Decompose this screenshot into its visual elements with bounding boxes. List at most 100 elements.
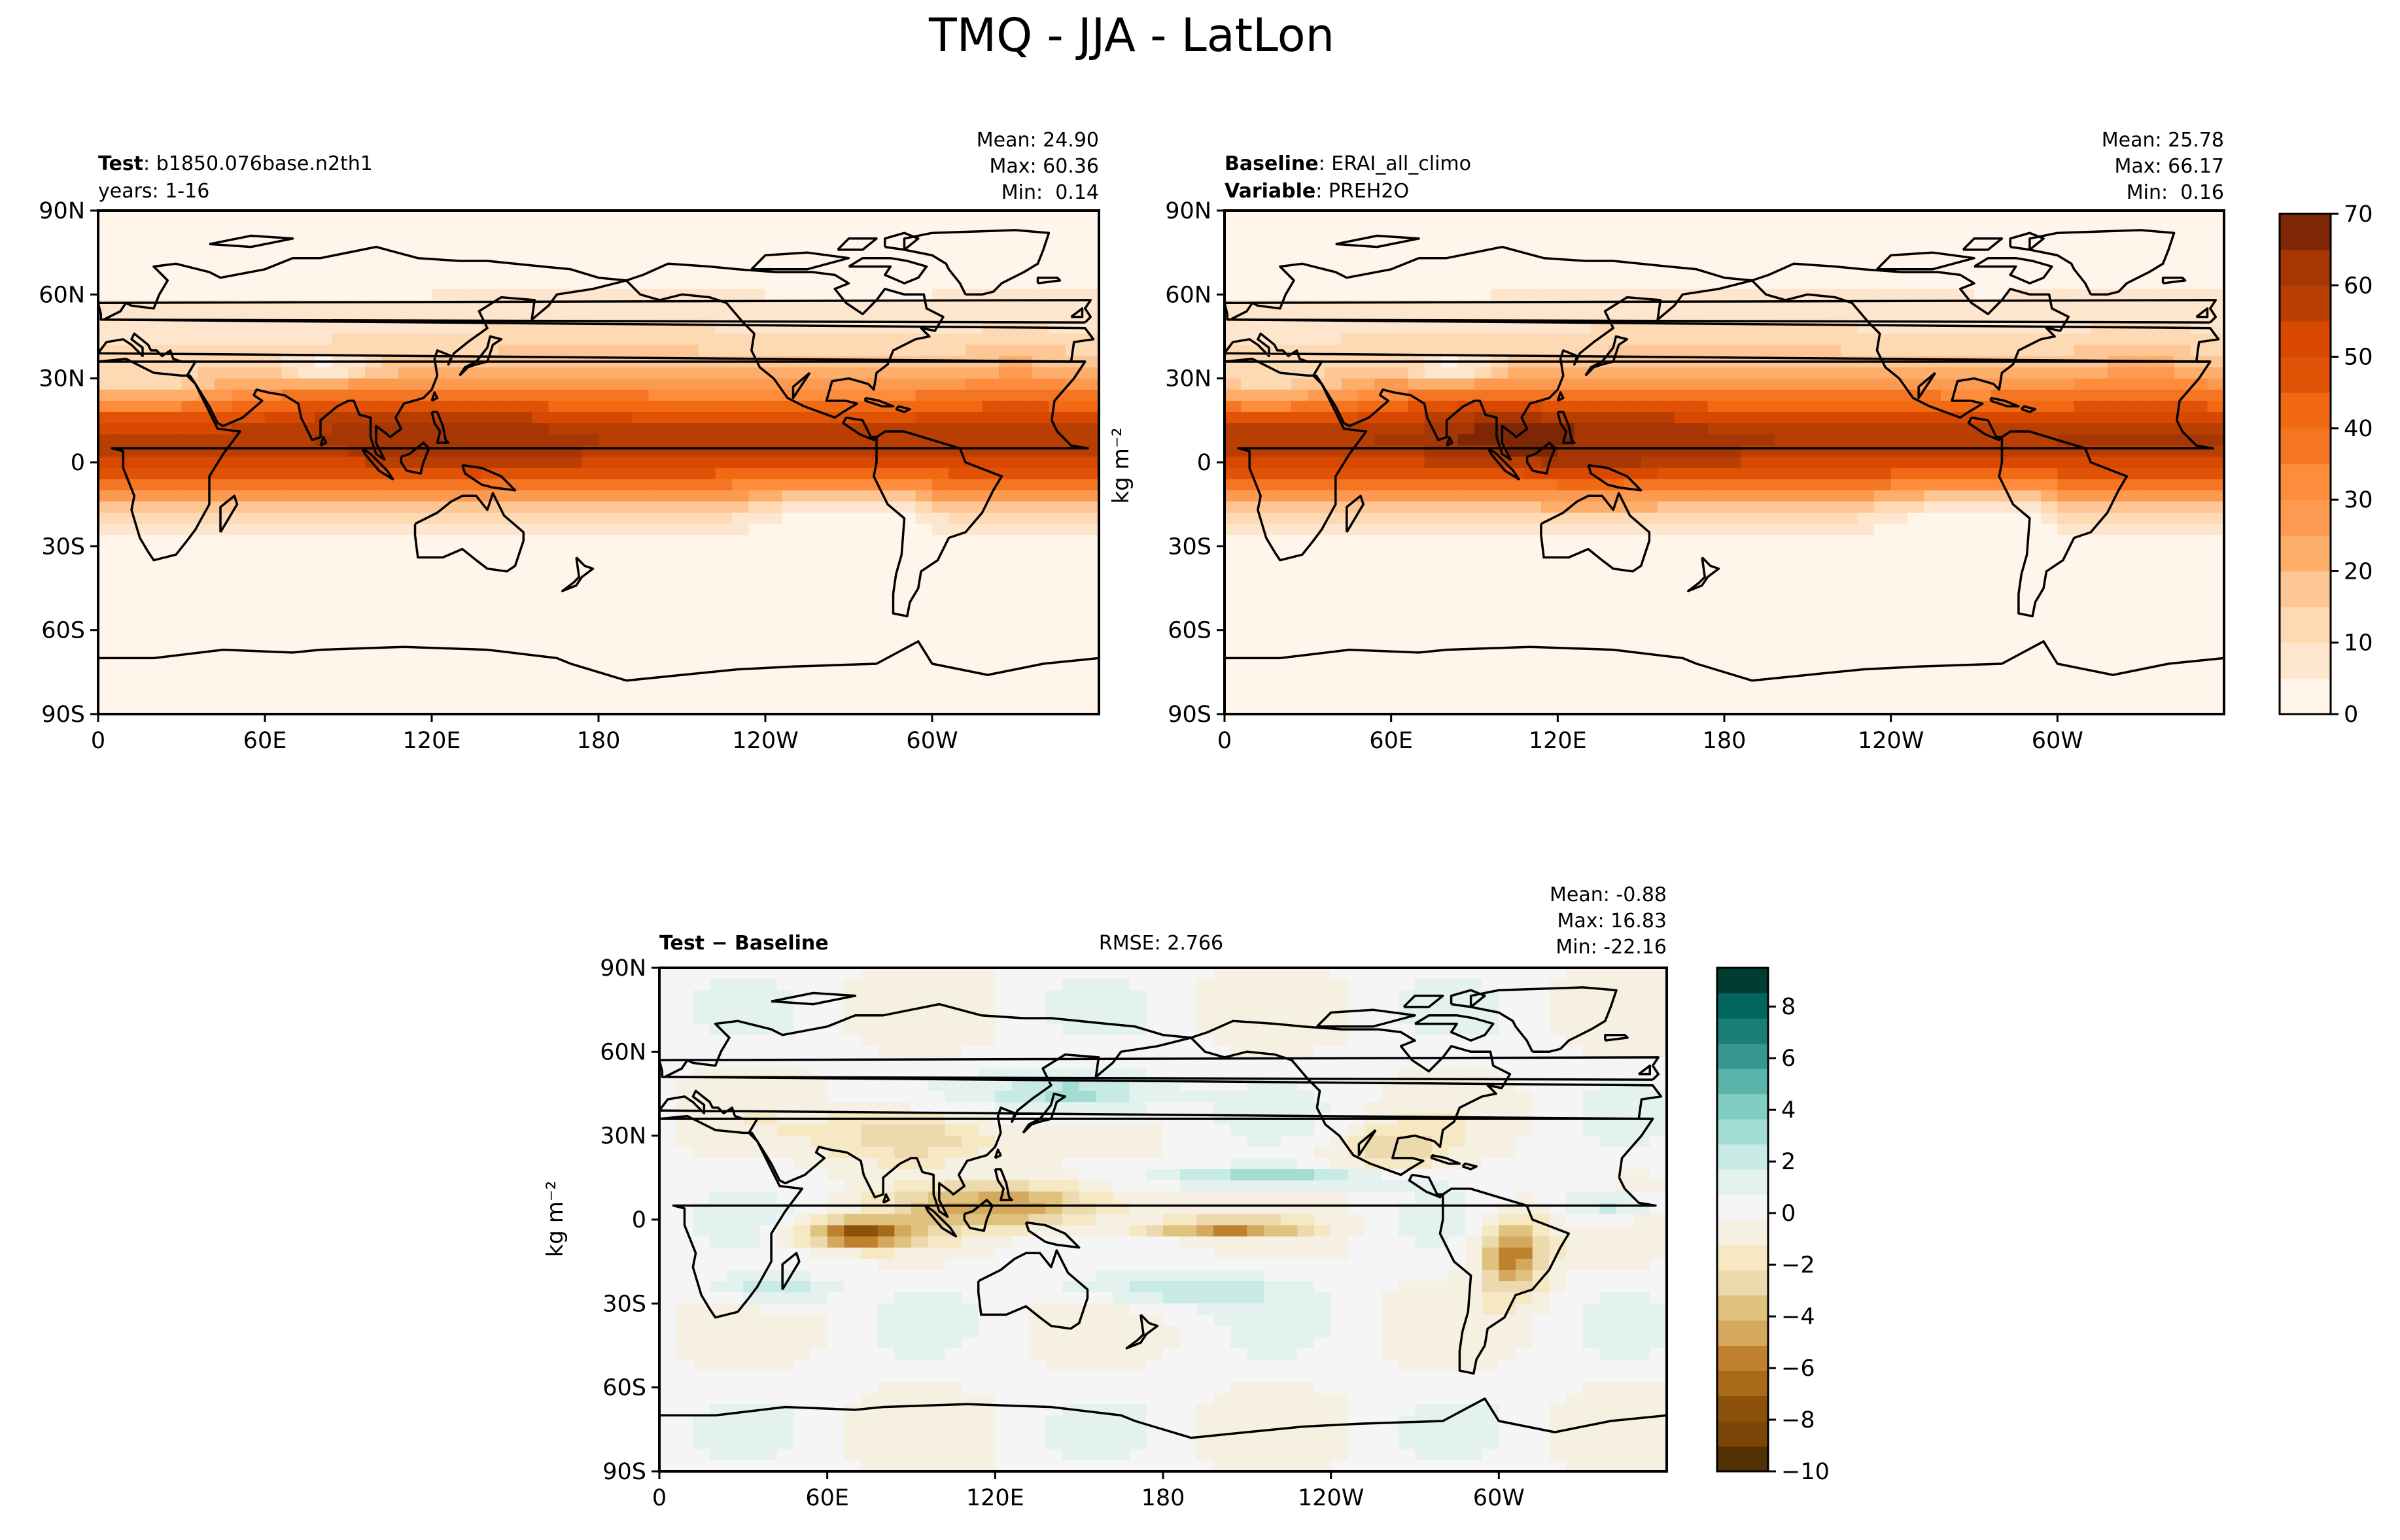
field-cell	[2140, 378, 2158, 390]
field-cell	[665, 299, 683, 312]
field-cell	[815, 233, 833, 245]
field-cell	[2157, 211, 2175, 222]
field-cell	[2074, 568, 2092, 581]
field-cell	[2057, 412, 2075, 424]
field-cell	[1874, 423, 1892, 435]
field-cell	[1757, 546, 1775, 558]
field-cell	[599, 233, 616, 245]
field-cell	[748, 434, 766, 447]
field-cell	[582, 513, 599, 524]
field-cell	[2091, 434, 2108, 447]
coastline-icon	[98, 245, 1095, 461]
field-cell	[1032, 389, 1050, 402]
field-cell	[298, 636, 316, 648]
field-cell	[1457, 222, 1475, 233]
field-cell	[2124, 456, 2142, 469]
field-cell	[1291, 524, 1309, 536]
field-cell	[1658, 546, 1675, 558]
field-cell	[398, 625, 416, 636]
field-cell	[732, 434, 750, 447]
field-cell	[98, 367, 116, 379]
field-cell	[1658, 479, 1675, 491]
field-cell	[2191, 288, 2208, 301]
field-cell	[1274, 378, 1292, 390]
field-cell	[2140, 490, 2158, 502]
field-cell	[332, 434, 349, 447]
field-cell	[232, 669, 249, 681]
field-cell	[599, 400, 616, 413]
field-cell	[98, 524, 116, 536]
field-cell	[215, 255, 232, 267]
field-cell	[532, 211, 549, 222]
field-cell	[1624, 535, 1642, 547]
field-cell	[148, 244, 165, 256]
field-cell	[198, 546, 216, 558]
field-cell	[1907, 490, 1925, 502]
field-cell	[599, 490, 616, 502]
field-cell	[1049, 456, 1066, 469]
field-cell	[1674, 322, 1692, 334]
field-cell	[799, 277, 816, 290]
test-panel-title: Test: b1850.076base.n2th1	[98, 152, 373, 175]
field-cell	[999, 434, 1017, 447]
field-cell	[2040, 277, 2059, 290]
field-cell	[565, 255, 583, 267]
field-cell	[2140, 400, 2158, 413]
field-cell	[315, 625, 332, 636]
field-cell	[765, 222, 783, 233]
field-cell	[131, 546, 149, 558]
field-cell	[1049, 680, 1066, 693]
field-cell	[1291, 244, 1309, 256]
field-cell	[381, 602, 399, 614]
field-cell	[1741, 345, 1758, 357]
field-cell	[298, 513, 316, 524]
field-cell	[1841, 557, 1858, 570]
field-cell	[915, 490, 933, 502]
field-cell	[381, 233, 399, 245]
field-cell	[565, 389, 583, 402]
field-cell	[1082, 400, 1099, 413]
field-cell	[965, 557, 983, 570]
field-cell	[348, 501, 366, 513]
field-cell	[648, 400, 666, 413]
field-cell	[2174, 367, 2191, 379]
field-cell	[1324, 613, 1342, 625]
field-cell	[248, 211, 266, 222]
field-cell	[948, 501, 966, 513]
field-cell	[2174, 311, 2191, 323]
field-cell	[498, 233, 516, 245]
field-cell	[1049, 579, 1066, 592]
field-cell	[1257, 568, 1276, 581]
field-cell	[1374, 322, 1392, 334]
field-cell	[748, 311, 766, 323]
field-cell	[2124, 468, 2142, 480]
field-cell	[999, 299, 1017, 312]
field-cell	[165, 513, 183, 524]
field-cell	[1082, 479, 1099, 491]
field-cell	[315, 345, 332, 357]
field-cell	[2074, 535, 2092, 547]
field-cell	[1658, 468, 1675, 480]
field-cell	[198, 479, 216, 491]
field-cell	[732, 244, 750, 256]
field-cell	[131, 311, 149, 323]
field-cell	[1574, 479, 1592, 491]
field-cell	[532, 322, 549, 334]
field-cell	[281, 490, 299, 502]
field-cell	[915, 590, 933, 603]
field-cell	[281, 400, 299, 413]
field-cell	[2107, 367, 2125, 379]
field-cell	[1082, 579, 1099, 592]
field-cell	[198, 680, 216, 693]
field-cell	[1790, 389, 1809, 402]
field-cell	[315, 468, 332, 480]
field-cell	[832, 524, 850, 536]
field-cell	[1225, 557, 1242, 570]
field-cell	[648, 299, 666, 312]
field-cell	[1841, 535, 1858, 547]
field-cell	[1957, 456, 1975, 469]
field-cell	[2157, 490, 2175, 502]
field-cell	[865, 568, 883, 581]
field-cell	[2140, 299, 2158, 312]
field-cell	[398, 647, 416, 659]
